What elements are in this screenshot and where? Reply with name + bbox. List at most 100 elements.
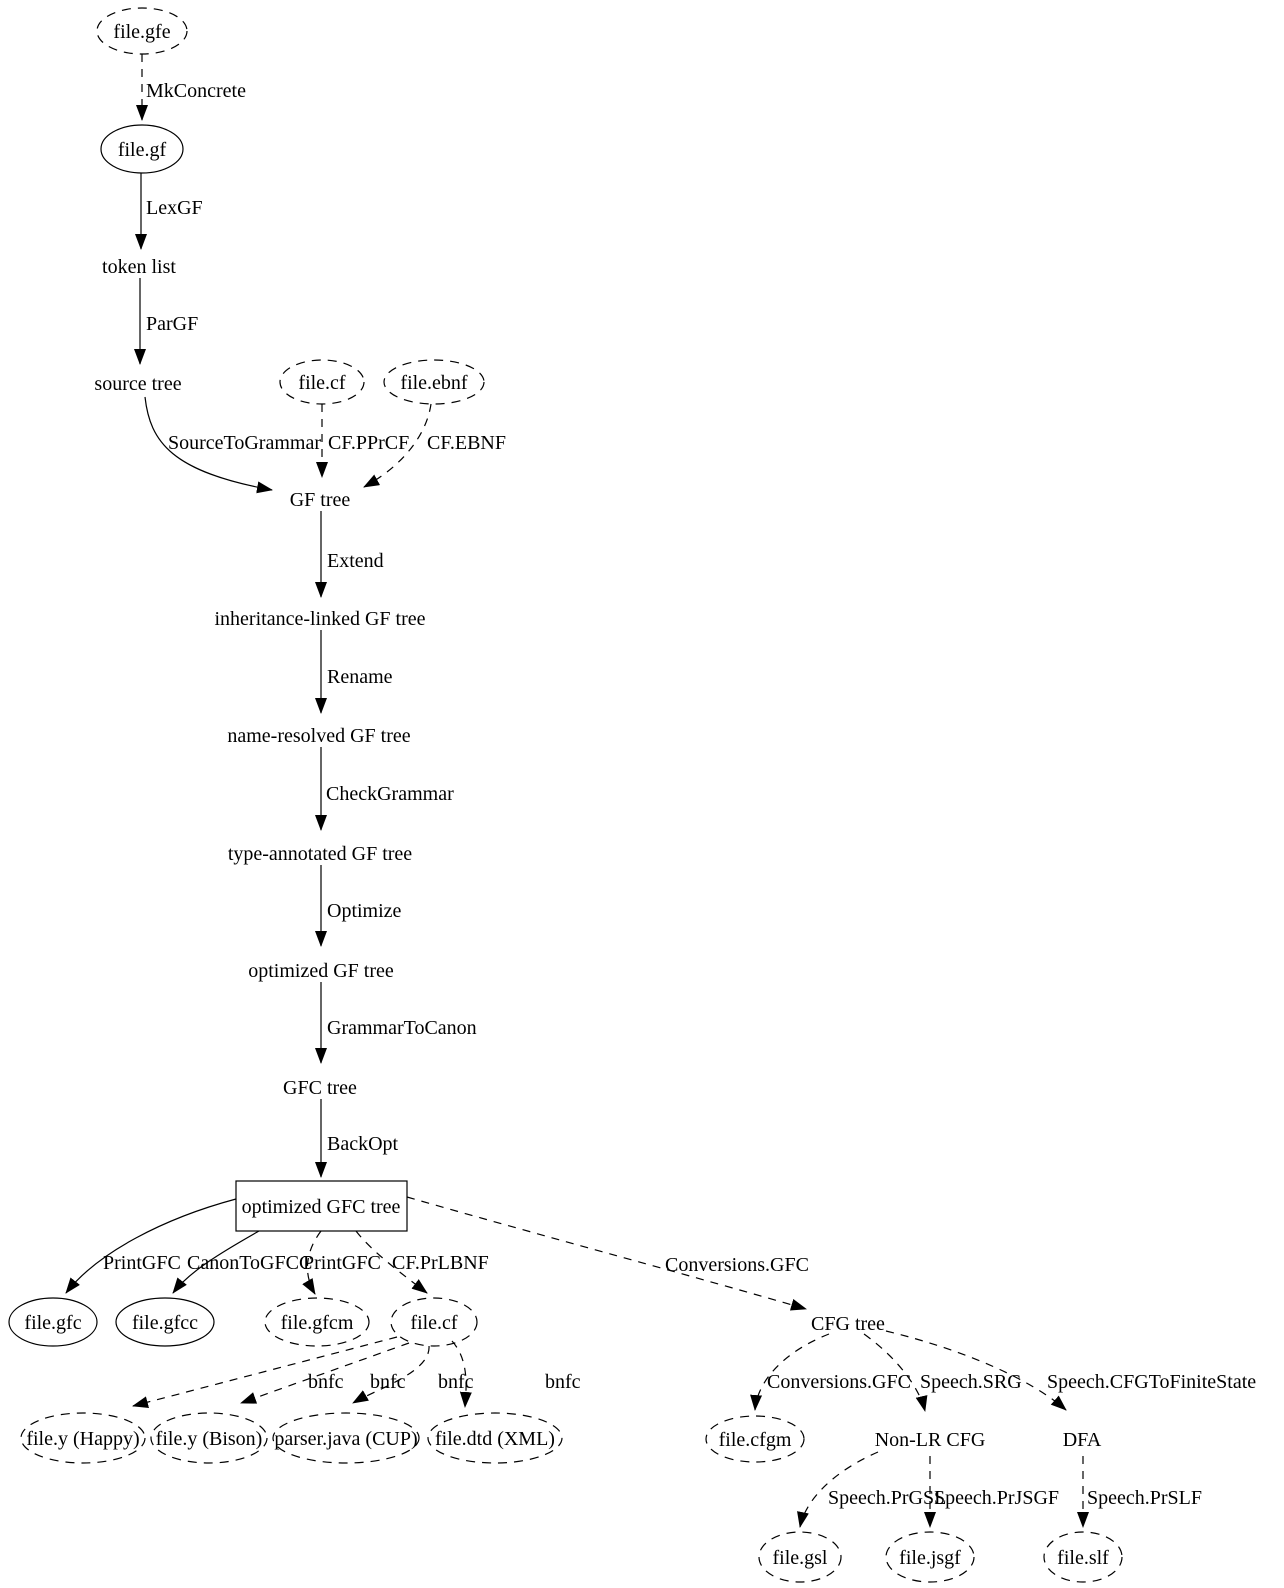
edge-label-lexgf: LexGF (146, 197, 203, 219)
node-file-cf-bottom: file.cf (390, 1297, 478, 1347)
node-parser-java-cup: parser.java (CUP) (272, 1412, 420, 1464)
file-cf-bottom-ellipse (390, 1297, 478, 1347)
node-file-gf: file.gf (100, 124, 184, 174)
node-file-y-happy: file.y (Happy) (20, 1412, 146, 1464)
edge-label-optimize: Optimize (327, 900, 402, 922)
node-file-cf-top: file.cf (279, 359, 365, 405)
file-cfgm-label: file.cfgm (719, 1429, 792, 1451)
file-y-happy-ellipse (20, 1412, 146, 1464)
file-gfe-label: file.gfe (113, 21, 170, 43)
edge-bnfc-cup (352, 1345, 430, 1404)
node-non-lr-cfg: Non-LR CFG (875, 1429, 986, 1451)
edge-label-cf-pprcf: CF.PPrCF (328, 432, 409, 454)
edge-label-cf-prlbnf: CF.PrLBNF (392, 1252, 489, 1274)
file-jsgf-label: file.jsgf (899, 1547, 961, 1569)
file-gfe-ellipse (96, 7, 188, 55)
edge-label-speech-prjsgf: Speech.PrJSGF (934, 1487, 1059, 1509)
node-file-ebnf: file.ebnf (383, 359, 485, 405)
file-gfcc-ellipse (115, 1297, 215, 1347)
file-gfc-label: file.gfc (24, 1312, 81, 1334)
edge-label-mkconcrete: MkConcrete (146, 80, 246, 102)
node-cfg-tree: CFG tree (811, 1313, 885, 1335)
edge-label-speech-cfgtofinitestate: Speech.CFGToFiniteState (1047, 1371, 1256, 1393)
edge-label-printgfc-1: PrintGFC (103, 1252, 181, 1274)
file-gfcm-label: file.gfcm (281, 1312, 354, 1334)
edge-labels: MkConcrete LexGF ParGF SourceToGrammar C… (103, 80, 1256, 1509)
file-y-bison-label: file.y (Bison) (156, 1428, 263, 1450)
node-optimized-gfc-tree: optimized GFC tree (235, 1180, 408, 1232)
edge-speech-cfgtofinitestate (885, 1330, 1067, 1411)
file-ebnf-label: file.ebnf (400, 372, 468, 394)
file-cfgm-ellipse (705, 1415, 805, 1463)
edge-printgfc-1 (65, 1198, 237, 1294)
edge-cf-prlbnf (355, 1230, 428, 1294)
node-file-gfc: file.gfc (8, 1297, 98, 1347)
file-cf-top-label: file.cf (298, 372, 346, 394)
file-dtd-xml-ellipse (427, 1412, 563, 1464)
edge-label-bnfc-2: bnfc (370, 1371, 406, 1393)
edge-label-bnfc-4: bnfc (545, 1371, 581, 1393)
file-y-bison-ellipse (150, 1412, 268, 1464)
node-dfa: DFA (1063, 1429, 1102, 1451)
edge-label-speech-prgsl: Speech.PrGSL (828, 1487, 946, 1509)
edge-label-speech-prslf: Speech.PrSLF (1087, 1487, 1202, 1509)
edge-label-conversions-gfc-1: Conversions.GFC (665, 1254, 809, 1276)
edge-label-extend: Extend (327, 550, 384, 572)
file-gf-label: file.gf (118, 139, 167, 161)
file-gfc-ellipse (8, 1297, 98, 1347)
file-slf-ellipse (1043, 1531, 1123, 1583)
file-gsl-ellipse (758, 1531, 842, 1583)
edge-label-cf-ebnf: CF.EBNF (427, 432, 506, 454)
edge-label-speech-srg: Speech.SRG (920, 1371, 1022, 1393)
node-source-tree: source tree (94, 373, 181, 395)
edge-label-printgfc-2: PrintGFC (303, 1252, 381, 1274)
file-gfcc-label: file.gfcc (132, 1312, 198, 1334)
optimized-gfc-tree-box (235, 1180, 408, 1232)
node-file-gsl: file.gsl (758, 1531, 842, 1583)
edge-conversions-gfc-1 (406, 1196, 807, 1311)
edge-label-grammartocanon: GrammarToCanon (327, 1017, 477, 1039)
edge-label-canontogfcc: CanonToGFCC (187, 1252, 312, 1274)
file-gf-ellipse (100, 124, 184, 174)
edge-label-bnfc-3: bnfc (438, 1371, 474, 1393)
optimized-gfc-tree-label: optimized GFC tree (242, 1196, 401, 1218)
node-gfc-tree: GFC tree (283, 1077, 357, 1099)
node-name-resolved-gf-tree: name-resolved GF tree (227, 725, 410, 747)
node-gf-tree: GF tree (290, 489, 351, 511)
edge-label-rename: Rename (327, 666, 393, 688)
node-file-slf: file.slf (1043, 1531, 1123, 1583)
edge-cf-ebnf (363, 403, 432, 488)
file-cf-top-ellipse (279, 359, 365, 405)
edge-canontogfcc (172, 1230, 260, 1294)
nodes: file.gfe file.gf token list source tree … (8, 7, 1123, 1583)
file-dtd-xml-label: file.dtd (XML) (435, 1428, 555, 1450)
node-type-annotated-gf-tree: type-annotated GF tree (228, 843, 412, 865)
edge-label-backopt: BackOpt (327, 1133, 399, 1155)
edge-sourcetogrammar (144, 396, 273, 494)
edge-label-checkgrammar: CheckGrammar (326, 783, 454, 805)
edges (65, 54, 1089, 1528)
file-ebnf-ellipse (383, 359, 485, 405)
node-file-gfcm: file.gfcm (264, 1297, 370, 1347)
file-slf-label: file.slf (1057, 1547, 1109, 1569)
node-inheritance-linked-gf-tree: inheritance-linked GF tree (214, 608, 425, 630)
node-file-y-bison: file.y (Bison) (150, 1412, 268, 1464)
node-file-gfcc: file.gfcc (115, 1297, 215, 1347)
parser-java-cup-label: parser.java (CUP) (274, 1428, 417, 1450)
file-cf-bottom-label: file.cf (410, 1312, 458, 1334)
node-file-cfgm: file.cfgm (705, 1415, 805, 1463)
file-gfcm-ellipse (264, 1297, 370, 1347)
edge-label-sourcetogrammar: SourceToGrammar (168, 432, 321, 454)
parser-java-cup-ellipse (272, 1412, 420, 1464)
edge-printgfc-2 (302, 1230, 322, 1295)
node-token-list: token list (102, 256, 176, 278)
edge-bnfc-xml (451, 1340, 472, 1408)
node-file-gfe: file.gfe (96, 7, 188, 55)
node-file-dtd-xml: file.dtd (XML) (427, 1412, 563, 1464)
edge-conversions-gfc-2 (750, 1333, 830, 1411)
edge-speech-srg (863, 1333, 928, 1412)
edge-label-bnfc-1: bnfc (308, 1371, 344, 1393)
file-gsl-label: file.gsl (773, 1547, 828, 1569)
